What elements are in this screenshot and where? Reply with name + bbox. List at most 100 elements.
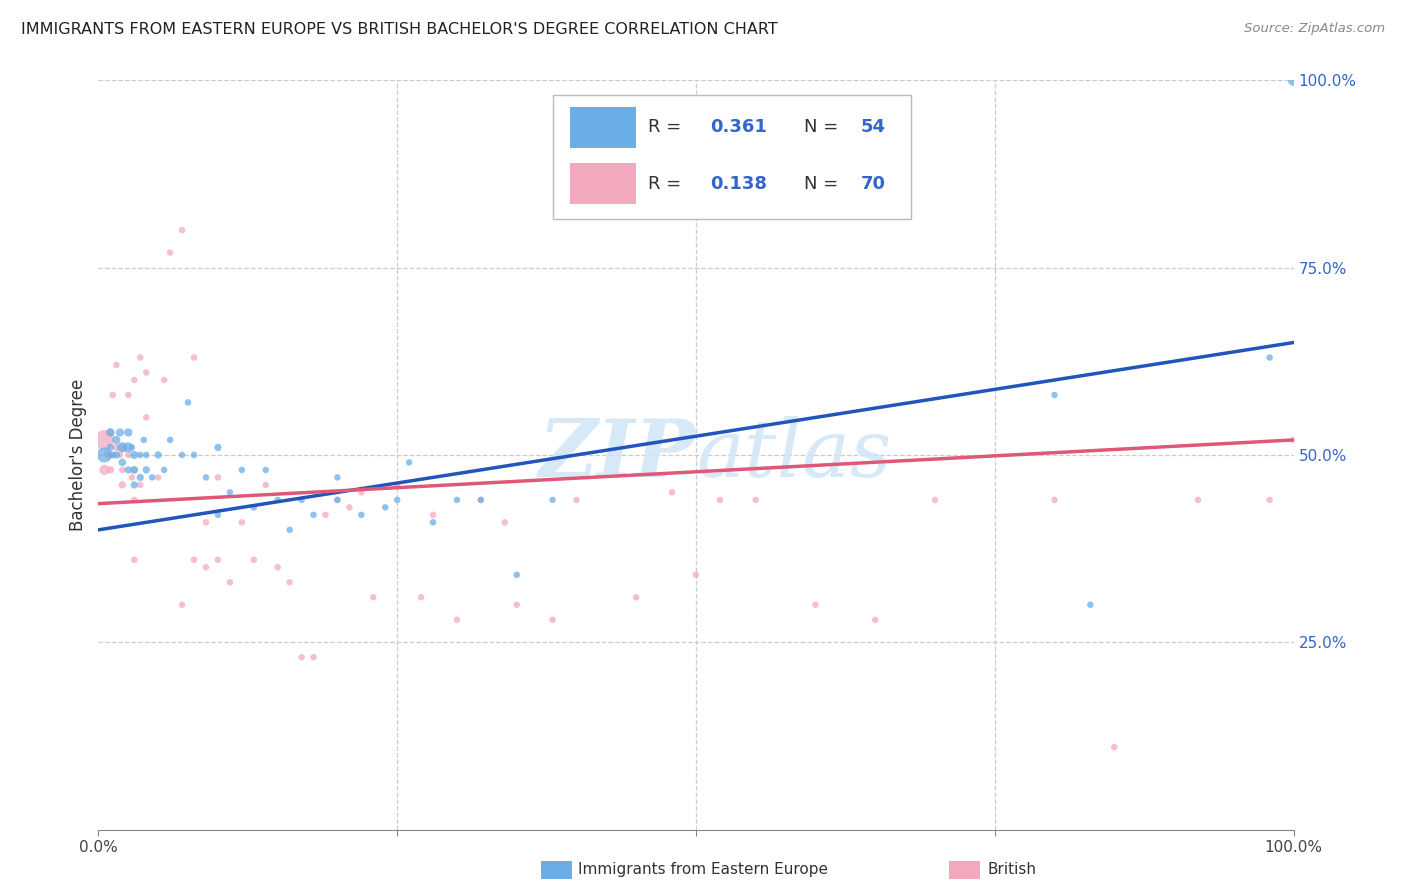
Point [243,553,266,567]
Text: Source: ZipAtlas.com: Source: ZipAtlas.com [1244,22,1385,36]
Point [506,567,529,582]
Point [124,553,146,567]
Point [101,448,124,462]
Point [446,613,468,627]
Point [541,613,564,627]
Point [98,463,122,477]
Point [117,425,139,440]
Point [1258,351,1281,365]
Point [422,508,444,522]
Point [98,425,122,440]
Point [363,591,385,605]
Point [207,441,229,455]
Text: atlas: atlas [696,417,891,493]
Point [111,455,134,469]
Point [98,441,122,455]
Point [129,470,152,484]
Point [117,448,139,462]
Point [129,478,152,492]
Point [339,500,361,515]
Point [398,455,420,469]
Point [148,470,170,484]
Text: 54: 54 [860,118,886,136]
Text: R =: R = [648,118,688,136]
Point [108,448,131,462]
Point [374,500,396,515]
Text: IMMIGRANTS FROM EASTERN EUROPE VS BRITISH BACHELOR'S DEGREE CORRELATION CHART: IMMIGRANTS FROM EASTERN EUROPE VS BRITIS… [21,22,778,37]
Point [924,492,946,507]
Point [254,463,277,477]
Point [135,448,157,462]
Point [195,470,218,484]
Point [541,492,564,507]
Point [626,591,648,605]
Point [135,410,157,425]
Point [172,448,194,462]
Point [1258,492,1281,507]
Point [124,463,146,477]
Point [470,492,492,507]
Point [661,485,683,500]
Point [326,470,349,484]
Point [291,650,314,665]
Y-axis label: Bachelor's Degree: Bachelor's Degree [69,379,87,531]
Point [1080,598,1102,612]
Point [326,492,349,507]
Text: 70: 70 [860,175,886,193]
Point [93,433,115,447]
Point [745,492,768,507]
Point [111,478,134,492]
Point [111,441,134,455]
Point [148,448,170,462]
Text: R =: R = [648,175,688,193]
Point [291,492,314,507]
Point [132,433,155,447]
Point [1043,492,1066,507]
Point [183,553,205,567]
Point [207,553,229,567]
Point [117,388,139,402]
Point [470,492,492,507]
Point [124,478,146,492]
Point [105,448,128,462]
Point [326,492,349,507]
Text: Immigrants from Eastern Europe: Immigrants from Eastern Europe [578,863,828,877]
Point [117,441,139,455]
Point [350,508,373,522]
Point [172,223,194,237]
Point [231,516,253,530]
Point [105,358,128,372]
Point [172,598,194,612]
Point [254,478,277,492]
Point [111,441,134,455]
Point [231,463,253,477]
Point [124,463,146,477]
Point [446,492,468,507]
Point [97,448,120,462]
Point [153,373,176,387]
Point [159,245,181,260]
Point [108,425,131,440]
Point [105,441,128,455]
FancyBboxPatch shape [553,95,911,219]
Point [195,516,218,530]
Point [243,500,266,515]
Point [565,492,588,507]
Point [350,485,373,500]
Point [135,463,157,477]
Point [411,591,433,605]
Point [1104,740,1126,755]
Text: 0.138: 0.138 [710,175,768,193]
Point [506,598,529,612]
Point [93,448,115,462]
Point [1187,492,1209,507]
Point [302,650,325,665]
Point [111,463,134,477]
Point [494,516,516,530]
Point [278,523,301,537]
Point [129,448,152,462]
Point [267,560,290,574]
Point [121,441,143,455]
Point [219,485,242,500]
Point [124,373,146,387]
